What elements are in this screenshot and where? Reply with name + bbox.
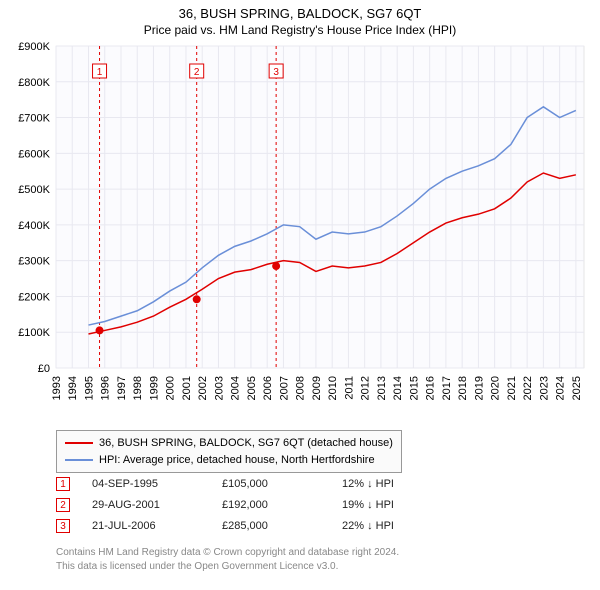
footer-line1: Contains HM Land Registry data © Crown c…	[56, 546, 399, 560]
svg-text:1997: 1997	[116, 376, 128, 400]
tx-badge: 1	[56, 477, 70, 491]
svg-text:£100K: £100K	[18, 327, 50, 339]
svg-text:£400K: £400K	[18, 220, 50, 232]
svg-text:1994: 1994	[67, 376, 79, 400]
svg-text:2025: 2025	[571, 376, 583, 400]
table-row: 1 04-SEP-1995 £105,000 12% ↓ HPI	[56, 474, 462, 495]
svg-text:1999: 1999	[148, 376, 160, 400]
svg-text:1993: 1993	[51, 376, 63, 400]
chart-subtitle: Price paid vs. HM Land Registry's House …	[0, 21, 600, 41]
svg-text:3: 3	[273, 67, 279, 78]
svg-text:2018: 2018	[457, 376, 469, 400]
legend: 36, BUSH SPRING, BALDOCK, SG7 6QT (detac…	[56, 430, 402, 473]
svg-text:£600K: £600K	[18, 148, 50, 160]
svg-text:2016: 2016	[425, 376, 437, 400]
svg-text:£500K: £500K	[18, 184, 50, 196]
svg-text:£300K: £300K	[18, 256, 50, 268]
svg-text:2008: 2008	[295, 376, 307, 400]
svg-text:2023: 2023	[538, 376, 550, 400]
footer-line2: This data is licensed under the Open Gov…	[56, 560, 399, 574]
legend-label-property: 36, BUSH SPRING, BALDOCK, SG7 6QT (detac…	[99, 437, 393, 449]
svg-text:2011: 2011	[343, 376, 355, 400]
tx-hpi: 19% ↓ HPI	[342, 495, 462, 516]
chart-title: 36, BUSH SPRING, BALDOCK, SG7 6QT	[0, 0, 600, 21]
footer: Contains HM Land Registry data © Crown c…	[56, 546, 399, 574]
tx-price: £285,000	[222, 516, 342, 537]
tx-hpi: 12% ↓ HPI	[342, 474, 462, 495]
svg-text:2010: 2010	[327, 376, 339, 400]
svg-text:1998: 1998	[132, 376, 144, 400]
svg-text:1996: 1996	[100, 376, 112, 400]
svg-text:2007: 2007	[278, 376, 290, 400]
svg-text:2012: 2012	[360, 376, 372, 400]
legend-item-property: 36, BUSH SPRING, BALDOCK, SG7 6QT (detac…	[65, 435, 393, 452]
tx-price: £192,000	[222, 495, 342, 516]
svg-text:£0: £0	[38, 363, 50, 375]
svg-text:2013: 2013	[376, 376, 388, 400]
svg-text:2020: 2020	[490, 376, 502, 400]
svg-text:2006: 2006	[262, 376, 274, 400]
svg-text:2017: 2017	[441, 376, 453, 400]
svg-text:2004: 2004	[230, 376, 242, 400]
svg-text:2022: 2022	[522, 376, 534, 400]
svg-text:2005: 2005	[246, 376, 258, 400]
transactions-table: 1 04-SEP-1995 £105,000 12% ↓ HPI 2 29-AU…	[56, 474, 462, 537]
svg-text:2009: 2009	[311, 376, 323, 400]
svg-text:2001: 2001	[181, 376, 193, 400]
svg-text:2019: 2019	[473, 376, 485, 400]
tx-hpi: 22% ↓ HPI	[342, 516, 462, 537]
svg-text:2000: 2000	[165, 376, 177, 400]
svg-text:1: 1	[97, 67, 103, 78]
chart-container: 36, BUSH SPRING, BALDOCK, SG7 6QT Price …	[0, 0, 600, 590]
svg-text:£700K: £700K	[18, 113, 50, 125]
svg-text:£900K: £900K	[18, 42, 50, 53]
svg-text:£800K: £800K	[18, 77, 50, 89]
legend-swatch-property	[65, 442, 93, 444]
legend-swatch-hpi	[65, 459, 93, 461]
svg-text:2014: 2014	[392, 376, 404, 400]
legend-label-hpi: HPI: Average price, detached house, Nort…	[99, 454, 375, 466]
svg-text:2024: 2024	[555, 376, 567, 400]
svg-text:2021: 2021	[506, 376, 518, 400]
tx-date: 04-SEP-1995	[92, 474, 222, 495]
tx-date: 21-JUL-2006	[92, 516, 222, 537]
svg-text:1995: 1995	[83, 376, 95, 400]
chart-area: £0 £100K £200K £300K £400K £500K £600K £700K £80…	[8, 42, 592, 422]
tx-price: £105,000	[222, 474, 342, 495]
tx-badge: 3	[56, 519, 70, 533]
chart-svg: £0 £100K £200K £300K £400K £500K £600K £700K £80…	[8, 42, 592, 422]
svg-text:2: 2	[194, 67, 200, 78]
tx-badge: 2	[56, 498, 70, 512]
tx-date: 29-AUG-2001	[92, 495, 222, 516]
svg-text:2003: 2003	[213, 376, 225, 400]
table-row: 2 29-AUG-2001 £192,000 19% ↓ HPI	[56, 495, 462, 516]
svg-text:£200K: £200K	[18, 291, 50, 303]
svg-text:2002: 2002	[197, 376, 209, 400]
table-row: 3 21-JUL-2006 £285,000 22% ↓ HPI	[56, 516, 462, 537]
legend-item-hpi: HPI: Average price, detached house, Nort…	[65, 452, 393, 469]
svg-text:2015: 2015	[408, 376, 420, 400]
